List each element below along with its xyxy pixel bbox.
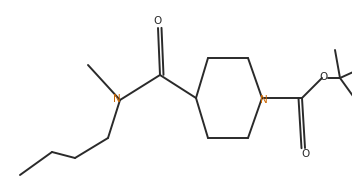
Text: O: O — [154, 16, 162, 26]
Text: O: O — [301, 149, 309, 159]
Text: N: N — [260, 95, 268, 105]
Text: N: N — [113, 94, 121, 104]
Text: O: O — [319, 72, 327, 82]
